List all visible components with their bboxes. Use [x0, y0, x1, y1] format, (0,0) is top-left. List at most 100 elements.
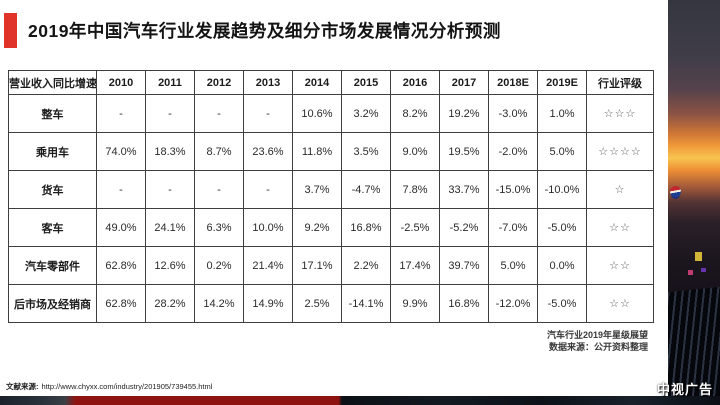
- table-cell: -2.5%: [390, 208, 440, 247]
- table-cell: 3.7%: [292, 170, 342, 209]
- col-header-year: 2014: [292, 70, 342, 95]
- rating-stars: ☆: [586, 170, 654, 209]
- table-cell: -5.2%: [439, 208, 489, 247]
- table-cell: 5.0%: [488, 246, 538, 285]
- table-header-row: 营业收入同比增速 2010 2011 2012 2013 2014 2015 2016 2017…: [8, 70, 654, 95]
- table-cell: 17.4%: [390, 246, 440, 285]
- table-row: 整车 - - - -10.6% 3.2% 8.2% 19.2% -3.0% 1.0% ☆☆☆: [8, 94, 654, 133]
- source-url: http://www.chyxx.com/industry/201905/739…: [41, 382, 213, 391]
- table-cell: -: [145, 94, 195, 133]
- table-cell: 8.2%: [390, 94, 440, 133]
- table-cell: 17.1%: [292, 246, 342, 285]
- col-header-year: 2017: [439, 70, 489, 95]
- table-cell: 10.0%: [243, 208, 293, 247]
- table-cell: 2.2%: [341, 246, 391, 285]
- table-cell: 8.7%: [194, 132, 244, 171]
- col-header-metric: 营业收入同比增速: [8, 70, 97, 95]
- page-title: 2019年中国汽车行业发展趋势及细分市场发展情况分析预测: [28, 21, 501, 41]
- table-cell: -: [194, 170, 244, 209]
- rating-stars: ☆☆☆☆: [586, 132, 654, 171]
- table-cell: 7.8%: [390, 170, 440, 209]
- col-header-year: 2018E: [488, 70, 538, 95]
- table-cell: 3.5%: [341, 132, 391, 171]
- table-cell: 49.0%: [96, 208, 146, 247]
- table-row: 汽车零部件 62.8% 12.6% 0.2% 21.4% 17.1% 2.2% 17.4% 39…: [8, 246, 654, 285]
- col-header-year: 2019E: [537, 70, 587, 95]
- title-row: 2019年中国汽车行业发展趋势及细分市场发展情况分析预测: [4, 13, 501, 48]
- table-cell: 14.9%: [243, 284, 293, 323]
- table-cell: 11.8%: [292, 132, 342, 171]
- billboard-light: [695, 252, 702, 261]
- table-cell: 10.6%: [292, 94, 342, 133]
- table-cell: 9.0%: [390, 132, 440, 171]
- table-cell: 74.0%: [96, 132, 146, 171]
- table-cell: 24.1%: [145, 208, 195, 247]
- table-row: 乘用车 74.0% 18.3% 8.7% 23.6% 11.8% 3.5% 9.0% 19.5%…: [8, 132, 654, 171]
- col-header-year: 2010: [96, 70, 146, 95]
- table-cell: 3.2%: [341, 94, 391, 133]
- table-cell: -: [145, 170, 195, 209]
- pepsi-sign-icon: [670, 186, 681, 197]
- table-cell: -7.0%: [488, 208, 538, 247]
- col-header-year: 2012: [194, 70, 244, 95]
- city-photo: [668, 0, 720, 405]
- billboard-light: [688, 270, 693, 275]
- watermark: 中视广告: [656, 382, 713, 397]
- table-cell: 28.2%: [145, 284, 195, 323]
- table-cell: 39.7%: [439, 246, 489, 285]
- table-row: 客车 49.0% 24.1% 6.3% 10.0% 9.2% 16.8% -2.5% -5.2%…: [8, 208, 654, 247]
- table-cell: -5.0%: [537, 284, 587, 323]
- table-cell: -12.0%: [488, 284, 538, 323]
- table-cell: -4.7%: [341, 170, 391, 209]
- table-cell: 6.3%: [194, 208, 244, 247]
- table-cell: 21.4%: [243, 246, 293, 285]
- table-cell: 33.7%: [439, 170, 489, 209]
- table-cell: 16.8%: [341, 208, 391, 247]
- row-label: 后市场及经销商: [8, 284, 97, 323]
- col-header-year: 2016: [390, 70, 440, 95]
- table-cell: 16.8%: [439, 284, 489, 323]
- col-header-year: 2013: [243, 70, 293, 95]
- table-cell: 5.0%: [537, 132, 587, 171]
- table-cell: 12.6%: [145, 246, 195, 285]
- col-header-year: 2011: [145, 70, 195, 95]
- billboard-light: [701, 268, 706, 272]
- col-header-rating: 行业评级: [586, 70, 654, 95]
- data-table: 营业收入同比增速 2010 2011 2012 2013 2014 2015 2016 2017…: [8, 70, 654, 323]
- row-label: 整车: [8, 94, 97, 133]
- col-header-year: 2015: [341, 70, 391, 95]
- rating-stars: ☆☆: [586, 284, 654, 323]
- table-caption: 汽车行业2019年星级展望 数据来源：公开资料整理: [547, 329, 648, 353]
- table-cell: -: [96, 170, 146, 209]
- table-cell: -3.0%: [488, 94, 538, 133]
- table-cell: -: [243, 94, 293, 133]
- table-row: 后市场及经销商 62.8% 28.2% 14.2% 14.9% 2.5% -14.1% 9.9…: [8, 284, 654, 323]
- table-cell: 19.5%: [439, 132, 489, 171]
- table-cell: -10.0%: [537, 170, 587, 209]
- source-line: 文献来源: http://www.chyxx.com/industry/20190…: [6, 381, 212, 392]
- table-cell: 23.6%: [243, 132, 293, 171]
- table-cell: -2.0%: [488, 132, 538, 171]
- table-cell: 0.2%: [194, 246, 244, 285]
- rating-stars: ☆☆: [586, 246, 654, 285]
- table-cell: -14.1%: [341, 284, 391, 323]
- rating-stars: ☆☆☆: [586, 94, 654, 133]
- row-label: 汽车零部件: [8, 246, 97, 285]
- table-cell: 0.0%: [537, 246, 587, 285]
- table-row: 货车 - - - -3.7% -4.7% 7.8% 33.7% -15.0% -10.0% ☆: [8, 170, 654, 209]
- table-cell: -: [243, 170, 293, 209]
- table-cell: 18.3%: [145, 132, 195, 171]
- table-cell: -: [96, 94, 146, 133]
- rating-stars: ☆☆: [586, 208, 654, 247]
- title-accent-bar: [4, 13, 17, 48]
- table-cell: 62.8%: [96, 284, 146, 323]
- table-cell: 19.2%: [439, 94, 489, 133]
- table-cell: 62.8%: [96, 246, 146, 285]
- source-label: 文献来源:: [6, 382, 39, 391]
- row-label: 货车: [8, 170, 97, 209]
- table-cell: 9.2%: [292, 208, 342, 247]
- table-cell: -: [194, 94, 244, 133]
- table-cell: 2.5%: [292, 284, 342, 323]
- row-label: 乘用车: [8, 132, 97, 171]
- caption-line-2: 数据来源：公开资料整理: [548, 342, 648, 352]
